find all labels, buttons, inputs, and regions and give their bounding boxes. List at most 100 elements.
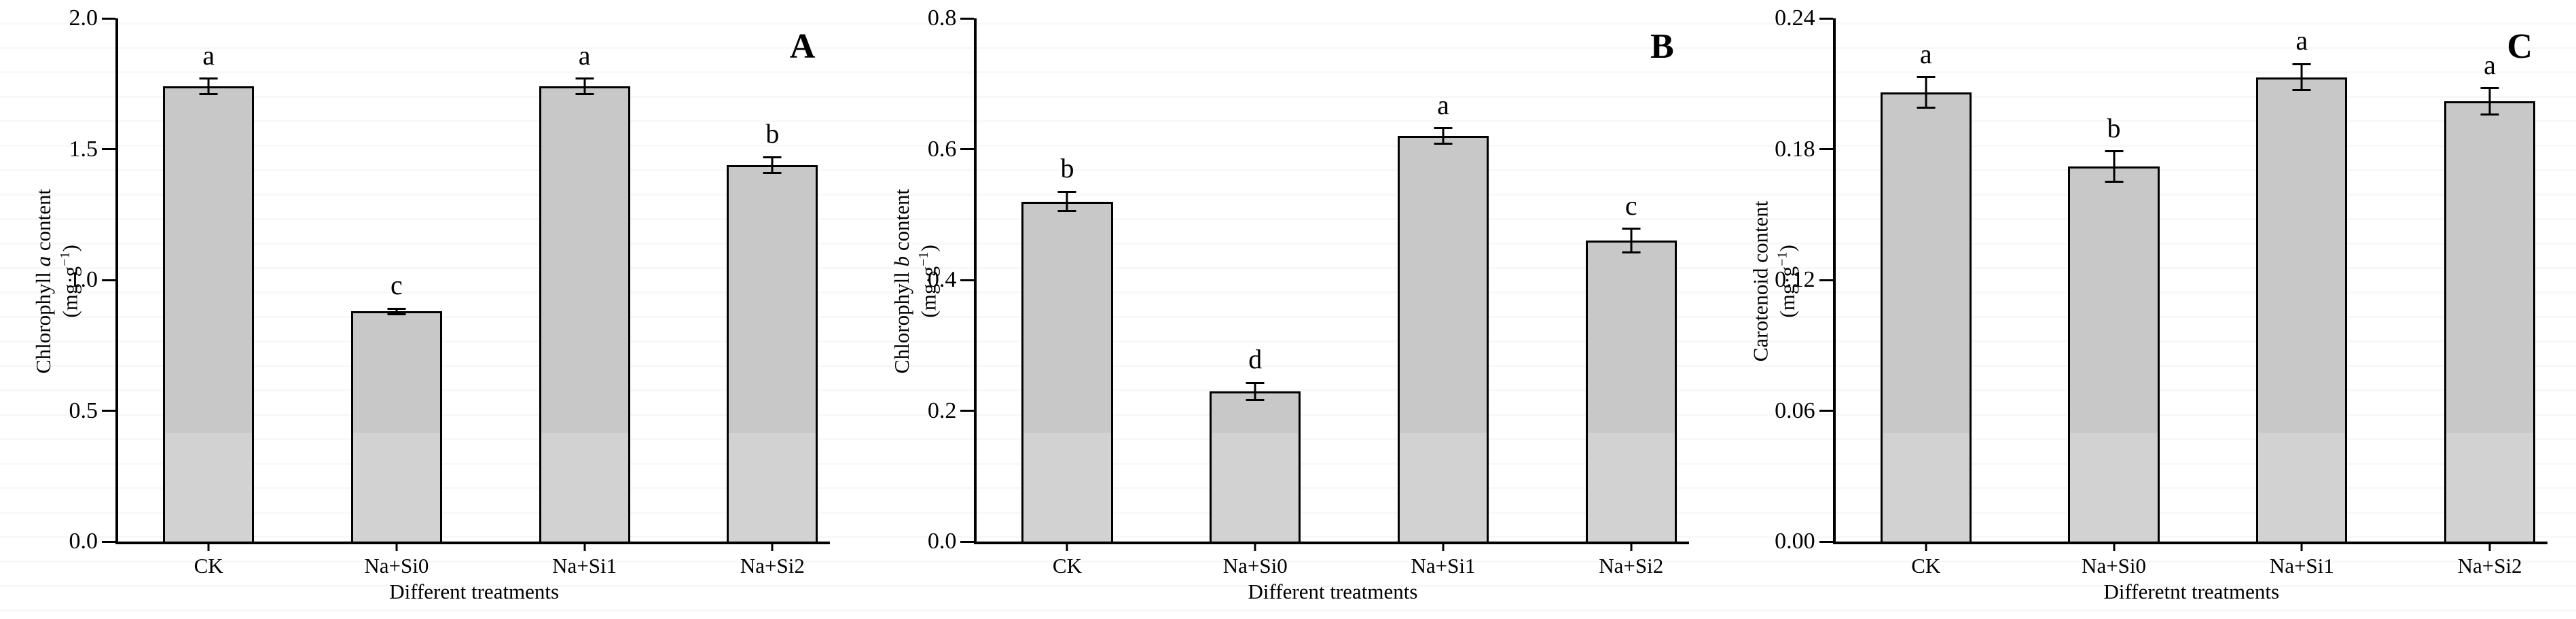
significance-letter: a — [578, 39, 591, 71]
significance-letter: b — [1060, 153, 1074, 184]
error-bar-cap-top — [1434, 127, 1453, 130]
error-bar-cap-top — [1917, 76, 1936, 79]
y-tick-mark — [1819, 17, 1833, 20]
error-bar-cap-bottom — [763, 171, 782, 174]
y-tick-mark — [102, 279, 115, 281]
error-bar — [583, 78, 586, 94]
error-bar-cap-top — [575, 77, 594, 80]
error-bar-cap-bottom — [199, 93, 218, 96]
significance-letter: c — [391, 270, 403, 301]
x-tick-mark — [1442, 542, 1445, 551]
panel-A: Chlorophyll a content (mg·g−1) A Differe… — [0, 0, 858, 619]
error-bar-cap-bottom — [1622, 251, 1641, 254]
error-bar — [1066, 192, 1068, 211]
x-tick-mark — [2488, 542, 2491, 551]
x-tick-mark — [771, 542, 774, 551]
bar-Na+Si1 — [1397, 136, 1489, 542]
error-bar-cap-bottom — [1246, 398, 1265, 401]
y-tick-label: 0.6 — [927, 136, 957, 162]
bar-Na+Si1 — [539, 86, 630, 542]
y-axis-name: Chlorophyll a content — [31, 188, 56, 374]
x-tick-mark — [1630, 542, 1633, 551]
y-tick-label: 0.12 — [1775, 267, 1815, 292]
y-tick-mark — [102, 148, 115, 150]
y-tick-label: 0.18 — [1775, 136, 1815, 162]
error-bar-cap-top — [2292, 63, 2311, 65]
y-tick-label: 0.5 — [69, 397, 98, 423]
error-bar-cap-bottom — [2105, 181, 2124, 183]
y-tick-label: 0.00 — [1775, 529, 1815, 554]
y-tick-label: 0.06 — [1775, 397, 1815, 423]
significance-letter: a — [1437, 89, 1449, 120]
error-bar-cap-top — [763, 156, 782, 158]
plot-area-A: A Different treatments 0.0 0.5 1.0 1.5 2.0 a C… — [69, 7, 831, 602]
x-tick-label: Na+Si2 — [2457, 554, 2522, 578]
y-tick-mark — [102, 410, 115, 412]
error-bar-cap-bottom — [1057, 210, 1076, 213]
y-tick-mark — [102, 17, 115, 20]
y-tick-mark — [1819, 540, 1833, 543]
error-bar — [1925, 77, 1927, 108]
x-tick-label: Na+Si1 — [2269, 554, 2334, 578]
error-bar-cap-top — [387, 307, 406, 310]
bar-Na+Si1 — [2256, 77, 2348, 542]
bar-Na+Si0 — [1210, 391, 1301, 542]
error-bar-cap-top — [2105, 150, 2124, 153]
y-tick-mark — [960, 17, 975, 20]
significance-letter: b — [765, 118, 780, 149]
error-bar-cap-top — [2480, 87, 2499, 90]
bar-Na+Si2 — [727, 164, 818, 542]
panel-letter-A: A — [789, 27, 816, 66]
x-tick-label: Na+Si0 — [2082, 554, 2147, 578]
x-tick-mark — [395, 542, 398, 551]
panel-C: Carotenoid content (mg·g−1) C Differetnt… — [1718, 0, 2576, 619]
error-bar-cap-top — [199, 77, 218, 80]
x-tick-mark — [583, 542, 586, 551]
error-bar — [2113, 151, 2116, 182]
y-tick-label: 1.0 — [69, 267, 98, 292]
y-tick-mark — [1819, 148, 1833, 150]
significance-letter: d — [1248, 344, 1263, 375]
y-tick-mark — [102, 540, 115, 543]
bar-Na+Si0 — [350, 311, 442, 542]
y-tick-label: 0.4 — [927, 267, 957, 292]
significance-letter: c — [1625, 190, 1637, 221]
panel-letter-B: B — [1650, 27, 1674, 66]
x-tick-label: CK — [1911, 554, 1941, 578]
y-tick-mark — [960, 148, 975, 150]
y-tick-label: 0.0 — [69, 529, 98, 554]
bar-CK — [163, 86, 255, 542]
x-tick-label: Na+Si1 — [552, 554, 617, 578]
significance-letter: a — [2484, 49, 2496, 80]
error-bar — [2300, 64, 2303, 90]
error-bar — [1442, 128, 1445, 144]
y-tick-mark — [1819, 410, 1833, 412]
plot-area-C: C Differetnt treatments 0.00 0.06 0.12 0.18… — [1775, 7, 2547, 602]
bar-Na+Si0 — [2068, 166, 2160, 542]
panel-letter-C: C — [2507, 27, 2533, 66]
error-bar — [207, 78, 210, 94]
error-bar-cap-top — [1057, 190, 1076, 193]
error-bar — [1254, 383, 1256, 400]
y-tick-label: 0.0 — [927, 529, 957, 554]
y-tick-label: 2.0 — [69, 5, 98, 31]
error-bar-cap-top — [1246, 381, 1265, 384]
x-tick-label: Na+Si0 — [1222, 554, 1288, 578]
bar-CK — [1880, 92, 1972, 542]
y-tick-mark — [960, 279, 975, 281]
significance-letter: a — [2296, 25, 2308, 56]
x-axis-title-C: Differetnt treatments — [2103, 580, 2280, 603]
x-tick-mark — [1925, 542, 1927, 551]
significance-letter: a — [1919, 38, 1932, 69]
error-bar — [1630, 228, 1633, 253]
bar-Na+Si2 — [2444, 101, 2536, 542]
significance-letter: a — [202, 39, 215, 71]
bar-Na+Si2 — [1585, 241, 1677, 542]
x-tick-label: Na+Si2 — [740, 554, 805, 578]
y-axis-name: Chlorophyll b content — [890, 188, 914, 374]
error-bar-cap-bottom — [2480, 113, 2499, 116]
x-axis-title-B: Different treatments — [1248, 580, 1418, 603]
bar-CK — [1021, 201, 1113, 542]
x-tick-label: Na+Si0 — [364, 554, 429, 578]
